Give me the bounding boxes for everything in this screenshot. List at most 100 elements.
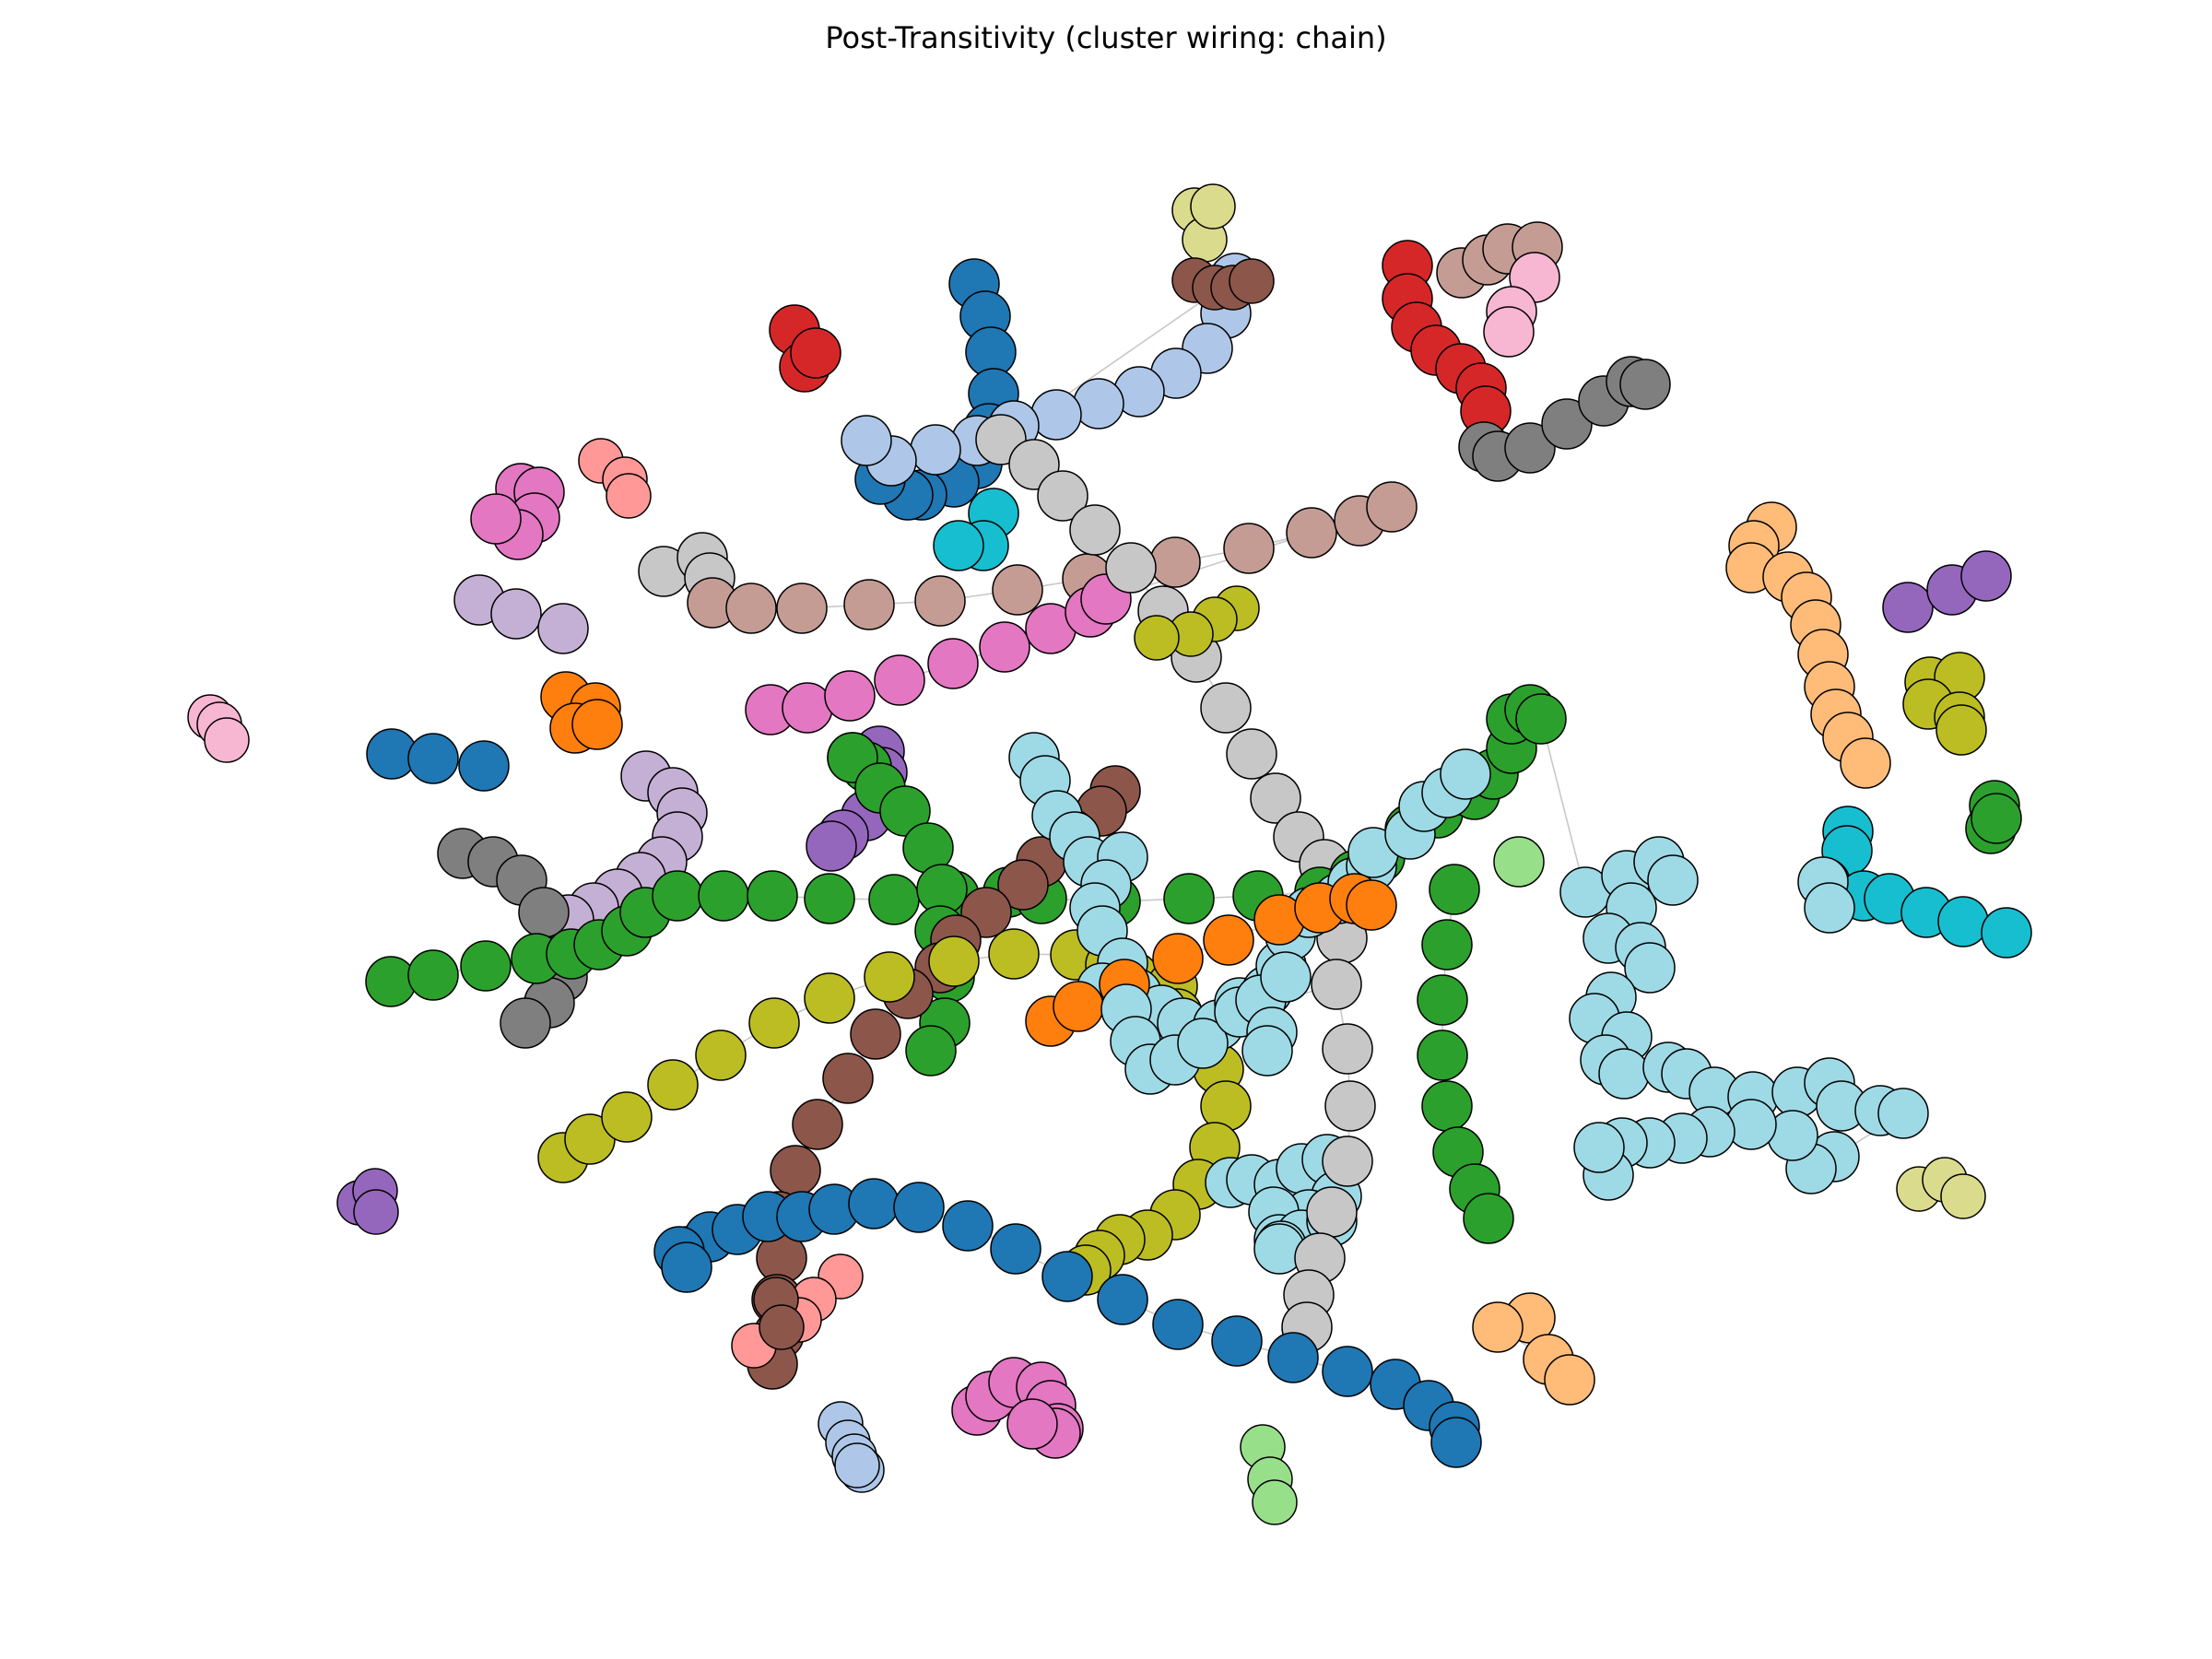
graph-node — [1598, 1048, 1650, 1100]
graph-node — [927, 638, 979, 689]
graph-node — [1177, 1018, 1229, 1069]
graph-node — [1421, 1080, 1473, 1132]
graph-node — [695, 1030, 747, 1081]
graph-node — [1041, 1251, 1093, 1302]
graph-node — [1260, 951, 1312, 1003]
graph-node — [1241, 1025, 1293, 1077]
graph-node — [747, 870, 798, 922]
graph-node — [1006, 1398, 1058, 1450]
graph-node — [1324, 1080, 1376, 1132]
graph-node — [1882, 582, 1934, 633]
graph-node — [571, 699, 623, 750]
graph-node — [864, 951, 915, 1003]
graph-node — [1073, 378, 1124, 429]
graph-node — [1429, 864, 1480, 915]
graph-node — [490, 588, 542, 640]
graph-node — [1134, 615, 1180, 661]
graph-node — [1250, 772, 1301, 824]
graph-node — [942, 1200, 994, 1252]
graph-node — [905, 1025, 957, 1077]
graph-node — [470, 493, 522, 545]
graph-node — [1152, 933, 1204, 984]
graph-node — [806, 820, 857, 872]
graph-node — [879, 785, 931, 837]
graph-node — [1252, 1479, 1298, 1525]
graph-edge — [1540, 718, 1586, 893]
graph-node — [1937, 896, 1989, 947]
graph-node — [1322, 1023, 1373, 1075]
graph-node — [1971, 793, 2022, 844]
graph-node — [790, 327, 841, 379]
graph-node — [1960, 550, 2012, 602]
graph-node — [365, 956, 417, 1007]
graph-node — [748, 997, 800, 1049]
graph-node — [407, 733, 459, 784]
graph-node — [914, 575, 966, 627]
graph-node — [1624, 942, 1676, 994]
graph-node — [979, 621, 1030, 673]
graph-node — [1152, 1299, 1204, 1350]
graph-node — [1440, 748, 1491, 800]
graph-node — [601, 1091, 653, 1143]
graph-node — [834, 1442, 880, 1488]
graph-node — [992, 564, 1043, 616]
graph-node — [1203, 914, 1254, 966]
graph-node — [933, 520, 984, 571]
graph-node — [1346, 879, 1397, 931]
graph-node — [1190, 183, 1236, 229]
graph-node — [1544, 1354, 1595, 1406]
graph-node — [1322, 1346, 1373, 1397]
graph-node — [1311, 959, 1362, 1010]
graph-node — [500, 997, 551, 1049]
graph-node — [1223, 523, 1275, 574]
graph-node — [928, 935, 980, 987]
graph-node — [1306, 1186, 1358, 1238]
graph-node — [725, 582, 777, 634]
graph-node — [1541, 398, 1593, 450]
graph-node — [458, 740, 510, 792]
graph-node — [407, 949, 459, 1001]
graph-node — [997, 859, 1049, 911]
graph-node — [843, 579, 895, 630]
graph-node — [1515, 693, 1567, 745]
graph-node — [1366, 481, 1418, 533]
graph-node — [792, 1099, 843, 1150]
graph-node — [1619, 359, 1671, 410]
graph-node — [1030, 389, 1082, 441]
graph-node — [1840, 737, 1891, 789]
graph-node — [1211, 1315, 1263, 1367]
graph-node — [868, 874, 920, 925]
graph-nodes — [187, 183, 2032, 1525]
graph-node — [1493, 836, 1545, 888]
graph-node — [661, 1241, 712, 1293]
graph-node — [1105, 542, 1157, 594]
graph-node — [770, 1145, 821, 1196]
graph-node — [518, 887, 570, 938]
graph-node — [804, 873, 855, 924]
graph-node — [1163, 873, 1215, 924]
graph-node — [850, 1008, 901, 1060]
graph-node — [1322, 1135, 1373, 1187]
graph-node — [1069, 504, 1121, 556]
graph-node — [1430, 1417, 1482, 1468]
graph-node — [841, 415, 892, 466]
graph-node — [1226, 728, 1277, 780]
graph-node — [1097, 1274, 1148, 1325]
graph-node — [1877, 1088, 1929, 1139]
graph-node — [848, 1178, 900, 1230]
graph-node — [1053, 981, 1104, 1032]
graph-node — [460, 940, 512, 992]
graph-node — [1463, 1193, 1514, 1244]
graph-node — [910, 424, 961, 476]
graph-node — [353, 1189, 399, 1235]
graph-node — [1483, 306, 1535, 358]
graph-node — [893, 1182, 945, 1233]
graph-node — [1472, 1301, 1524, 1353]
graph-node — [990, 1223, 1041, 1275]
figure-title: Post-Transitivity (cluster wiring: chain… — [825, 20, 1387, 55]
graph-node — [1200, 682, 1252, 734]
graph-node — [204, 717, 250, 763]
graph-node — [759, 1304, 805, 1350]
graph-node — [1286, 507, 1337, 559]
